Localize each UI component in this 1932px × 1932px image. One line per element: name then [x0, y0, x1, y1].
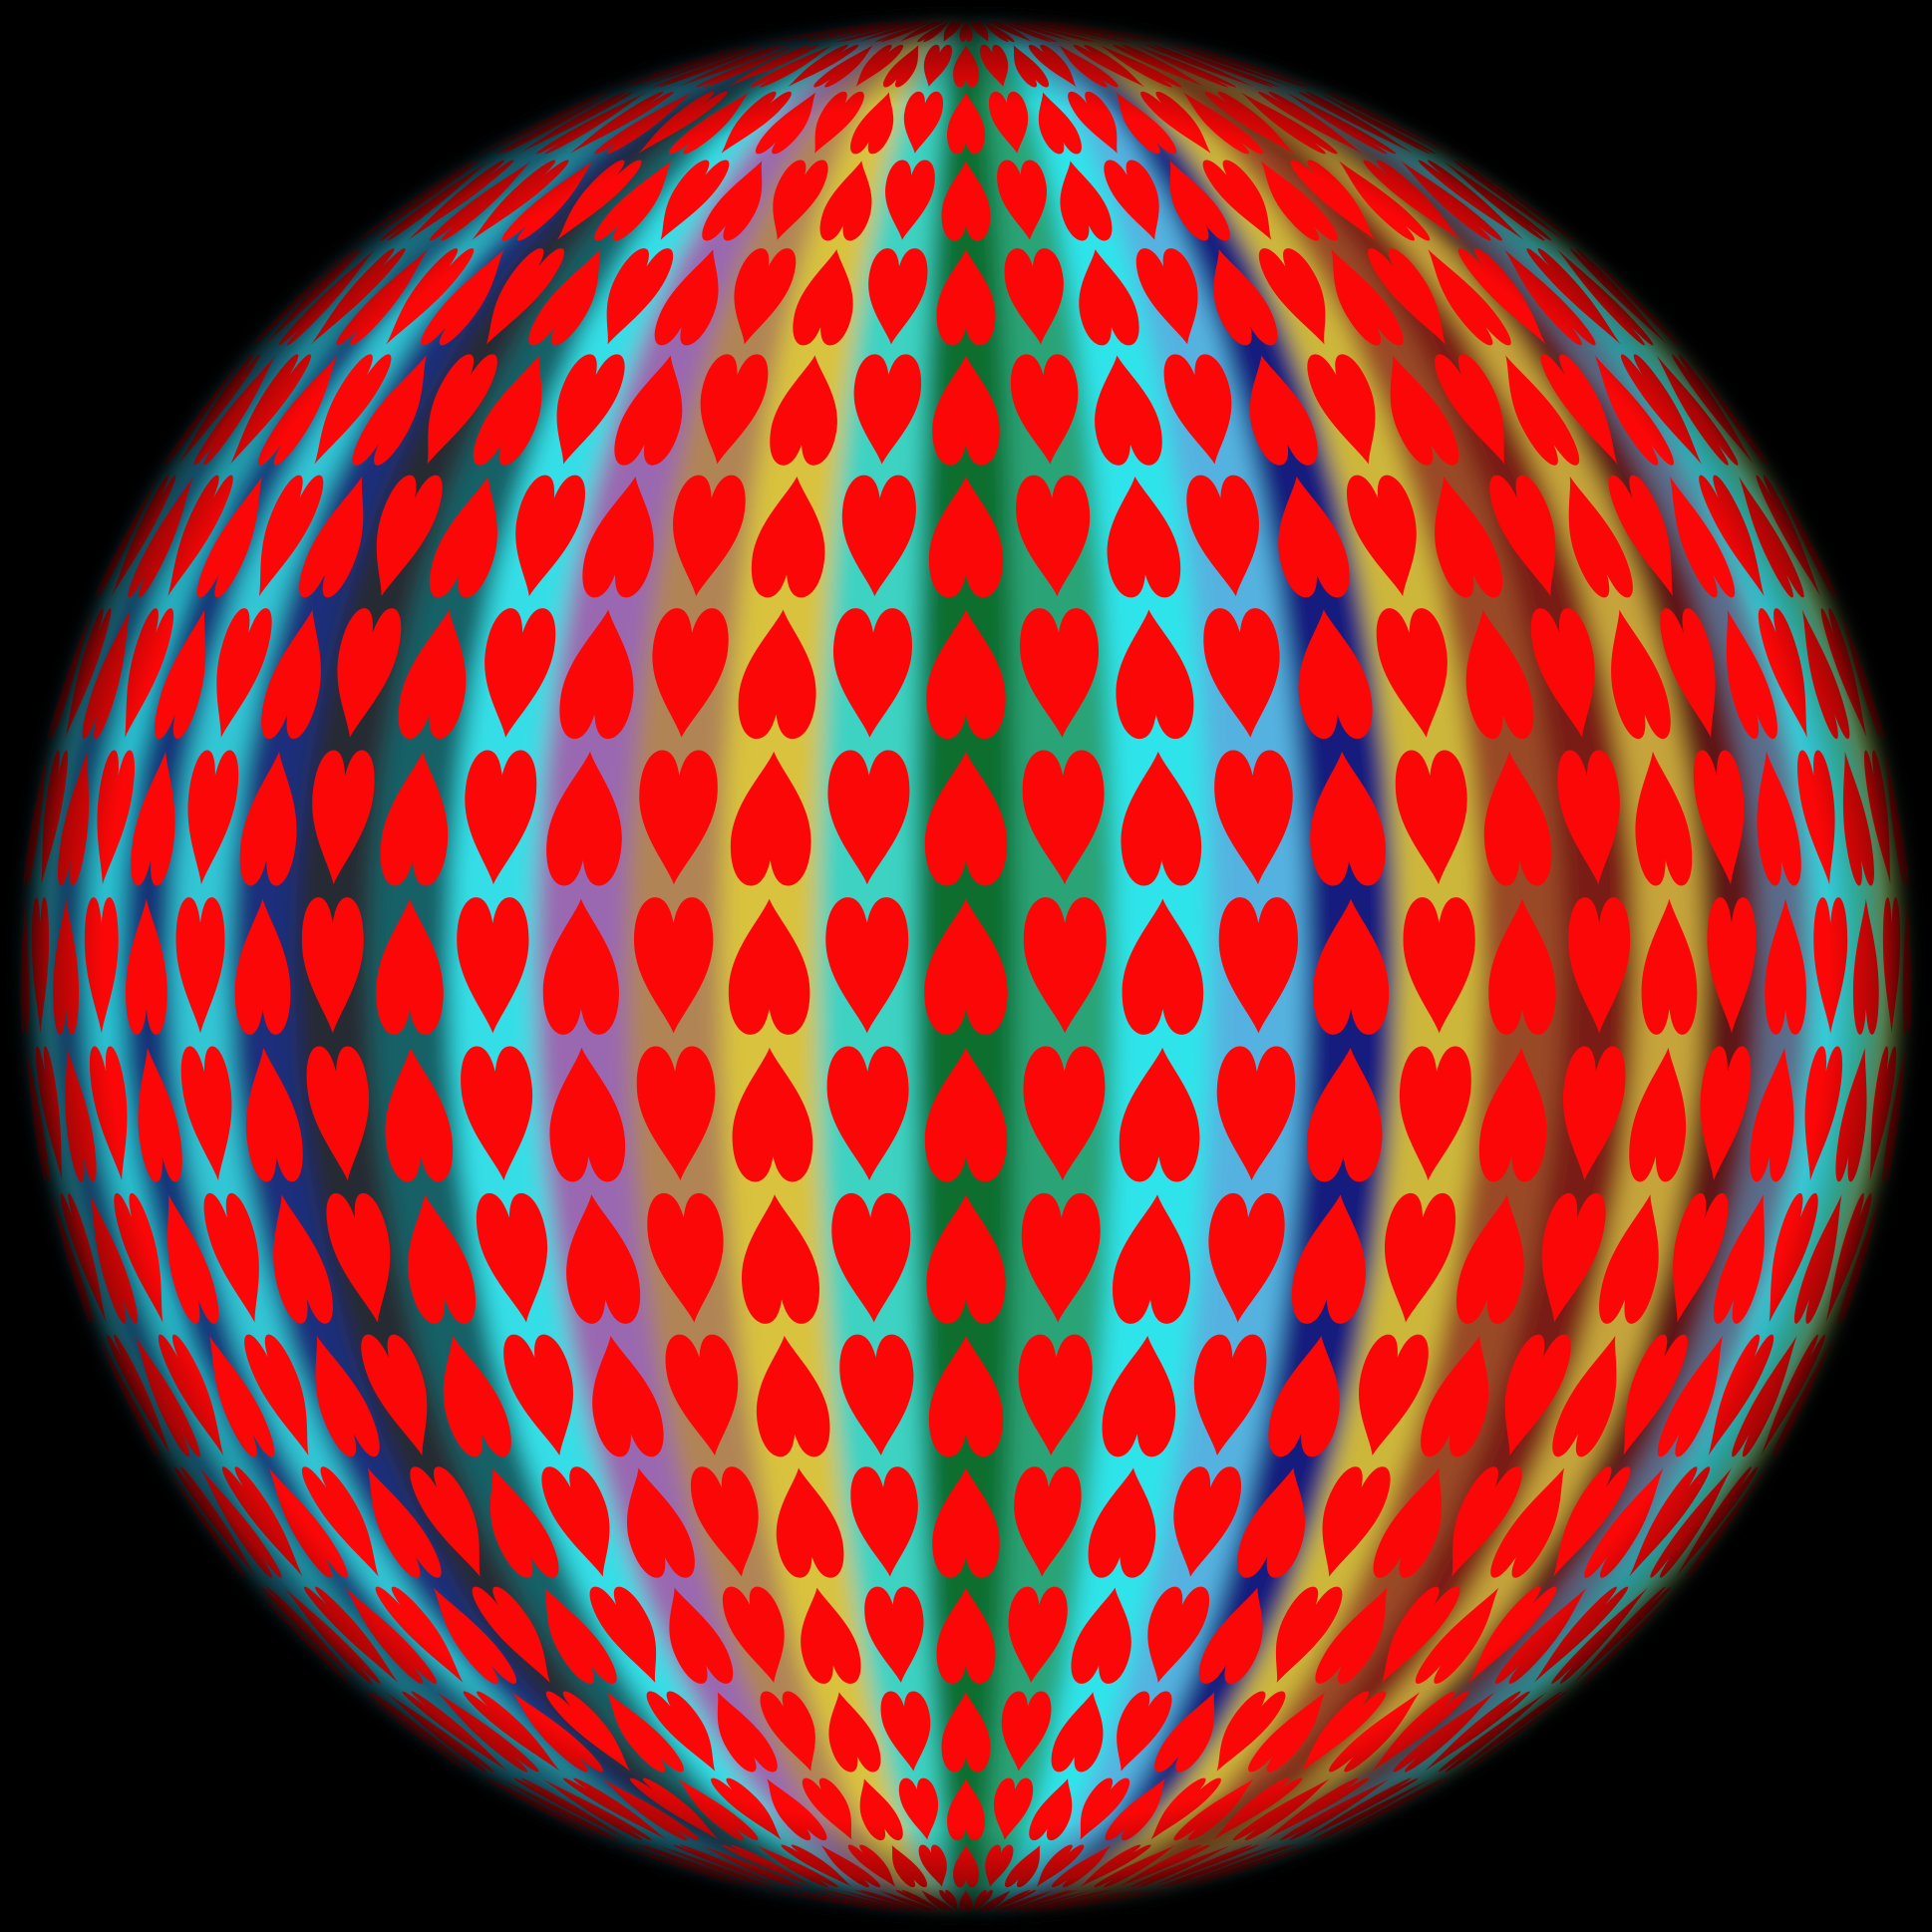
rim-vignette — [7, 7, 1925, 1925]
